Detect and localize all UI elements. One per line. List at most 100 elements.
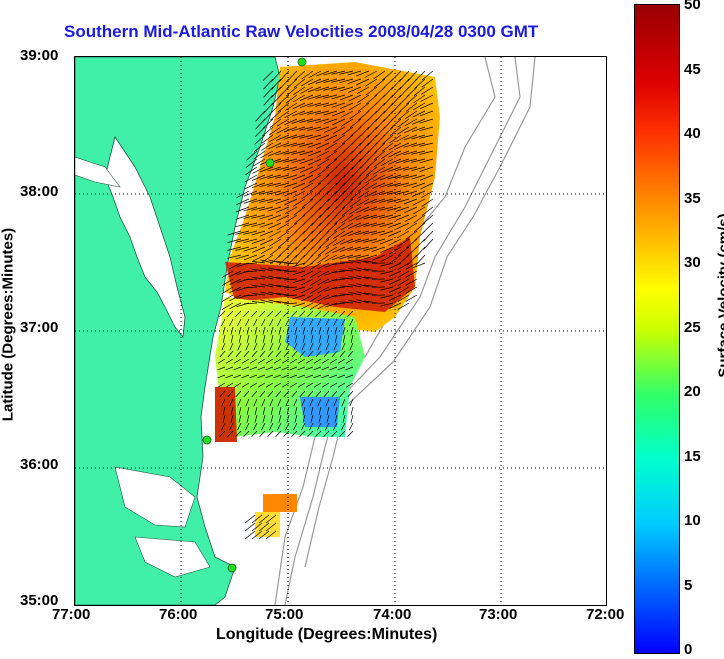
velocity-arrow (411, 158, 426, 163)
velocity-arrow (217, 366, 226, 371)
velocity-arrow (419, 142, 434, 147)
velocity-arrow (395, 182, 410, 187)
velocity-arrow (333, 318, 338, 327)
velocity-arrow (250, 358, 258, 364)
velocity-arrow (243, 230, 258, 235)
velocity-arrow (262, 406, 266, 415)
velocity-arrow (331, 94, 346, 100)
velocity-arrow (310, 414, 314, 423)
velocity-arrow (404, 206, 418, 214)
velocity-arrow (413, 86, 426, 96)
velocity-arrow (342, 334, 346, 343)
velocity-arrow (275, 198, 290, 204)
station-marker (202, 435, 212, 445)
colorbar-tick: 45 (684, 61, 701, 78)
velocity-arrow (251, 214, 266, 219)
velocity-arrow (243, 294, 258, 297)
velocity-arrow (322, 358, 330, 364)
velocity-arrow (357, 182, 370, 192)
velocity-arrow (356, 86, 370, 95)
velocity-arrow (387, 214, 402, 220)
velocity-arrow (227, 230, 242, 236)
velocity-arrow (389, 134, 402, 144)
velocity-arrow (347, 310, 354, 317)
velocity-arrow (419, 126, 434, 132)
velocity-arrow (324, 142, 338, 151)
velocity-arrow (270, 110, 282, 121)
colorbar-tick: 10 (684, 512, 701, 529)
velocity-arrow (303, 246, 314, 258)
velocity-arrow (422, 214, 434, 225)
velocity-arrow (251, 246, 266, 253)
velocity-arrow (326, 334, 330, 343)
velocity-arrow (340, 102, 354, 110)
velocity-arrow (324, 262, 338, 268)
velocity-arrow (229, 302, 242, 310)
velocity-arrow (309, 302, 322, 310)
velocity-arrow (383, 110, 394, 122)
velocity-arrow (286, 230, 298, 241)
velocity-arrow (293, 86, 306, 96)
velocity-arrow (406, 94, 418, 105)
velocity-arrow (380, 254, 394, 263)
velocity-arrow (302, 334, 306, 343)
velocity-arrow (300, 86, 314, 94)
velocity-arrow (341, 422, 346, 431)
velocity-arrow (259, 214, 274, 220)
velocity-arrow (261, 142, 274, 151)
velocity-arrow (301, 198, 314, 208)
velocity-arrow (363, 198, 378, 205)
y-tick-label: 37:00 (20, 319, 59, 336)
x-tick-label: 77:00 (52, 606, 91, 623)
velocity-arrow (326, 406, 330, 415)
velocity-arrow (283, 302, 298, 305)
velocity-arrow (356, 78, 370, 86)
velocity-arrow (371, 254, 386, 261)
velocity-arrow (371, 238, 386, 244)
velocity-arrow (330, 358, 338, 364)
velocity-arrow (243, 262, 258, 265)
velocity-arrow (403, 166, 418, 171)
velocity-arrow (342, 198, 354, 209)
velocity-arrow (267, 310, 274, 317)
velocity-arrow (411, 134, 426, 140)
velocity-arrow (278, 246, 290, 257)
velocity-arrow (235, 390, 242, 398)
velocity-arrow (327, 190, 338, 202)
velocity-arrow (364, 78, 378, 87)
velocity-arrow (260, 246, 274, 255)
velocity-arrow (332, 278, 346, 281)
velocity-arrow (299, 134, 314, 139)
velocity-arrow (246, 414, 250, 423)
velocity-arrow (301, 190, 314, 200)
velocity-arrow (300, 174, 314, 182)
velocity-arrow (404, 118, 418, 127)
velocity-arrow (218, 382, 226, 388)
velocity-arrow (275, 142, 290, 149)
velocity-arrow (359, 150, 370, 162)
velocity-arrow (412, 206, 426, 215)
velocity-arrow (263, 86, 274, 98)
velocity-arrow (244, 530, 256, 540)
inlet (75, 156, 121, 188)
velocity-arrow (292, 102, 306, 110)
velocity-arrow (268, 267, 282, 272)
velocity-arrow (243, 430, 250, 438)
velocity-arrow (375, 118, 386, 130)
velocity-arrow (405, 230, 418, 240)
velocity-arrow (269, 318, 274, 327)
velocity-arrow (298, 382, 306, 388)
velocity-arrow (317, 174, 330, 185)
velocity-arrow (321, 374, 330, 379)
velocity-arrow (267, 430, 274, 438)
velocity-arrow (307, 430, 314, 438)
velocity-arrow (331, 430, 338, 438)
velocity-arrow (294, 70, 306, 81)
velocity-arrow (329, 374, 338, 379)
velocity-arrow (335, 182, 346, 194)
velocity-arrow (277, 342, 282, 351)
velocity-arrow (270, 406, 274, 415)
velocity-arrow (302, 206, 314, 217)
velocity-arrow (325, 318, 330, 327)
velocity-arrow (403, 174, 418, 179)
